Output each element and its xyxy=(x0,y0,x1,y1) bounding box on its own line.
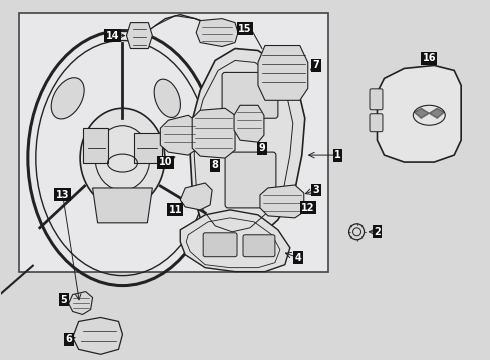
Text: 9: 9 xyxy=(259,143,265,153)
Polygon shape xyxy=(69,292,93,315)
FancyBboxPatch shape xyxy=(203,233,237,257)
Polygon shape xyxy=(134,133,162,163)
Polygon shape xyxy=(258,45,308,100)
Polygon shape xyxy=(196,19,238,46)
Text: 16: 16 xyxy=(422,54,436,63)
FancyBboxPatch shape xyxy=(222,72,278,118)
Polygon shape xyxy=(377,66,461,162)
Polygon shape xyxy=(160,115,198,155)
Polygon shape xyxy=(180,210,290,272)
Polygon shape xyxy=(83,128,107,163)
Text: 13: 13 xyxy=(56,190,70,200)
Polygon shape xyxy=(415,108,444,118)
Polygon shape xyxy=(192,108,235,158)
Text: 11: 11 xyxy=(169,205,182,215)
Text: 14: 14 xyxy=(106,31,119,41)
Text: 1: 1 xyxy=(334,150,341,160)
Text: 5: 5 xyxy=(60,294,67,305)
Text: 3: 3 xyxy=(312,185,319,195)
FancyBboxPatch shape xyxy=(370,89,383,110)
Text: 10: 10 xyxy=(159,157,172,167)
Polygon shape xyxy=(126,23,152,49)
Bar xyxy=(19,13,328,272)
Polygon shape xyxy=(260,185,304,218)
Ellipse shape xyxy=(51,78,84,119)
Text: 6: 6 xyxy=(65,334,72,345)
Ellipse shape xyxy=(80,108,165,208)
FancyBboxPatch shape xyxy=(225,152,276,208)
FancyBboxPatch shape xyxy=(370,114,383,132)
Polygon shape xyxy=(234,105,264,142)
Polygon shape xyxy=(180,183,212,210)
FancyBboxPatch shape xyxy=(243,235,275,257)
Polygon shape xyxy=(190,49,305,242)
Polygon shape xyxy=(73,318,122,354)
Text: 2: 2 xyxy=(374,227,381,237)
Text: 8: 8 xyxy=(212,160,219,170)
Text: 15: 15 xyxy=(238,24,252,33)
Ellipse shape xyxy=(154,79,180,117)
Text: 4: 4 xyxy=(294,253,301,263)
Text: 7: 7 xyxy=(312,60,319,71)
Text: 12: 12 xyxy=(301,203,315,213)
Polygon shape xyxy=(93,188,152,223)
